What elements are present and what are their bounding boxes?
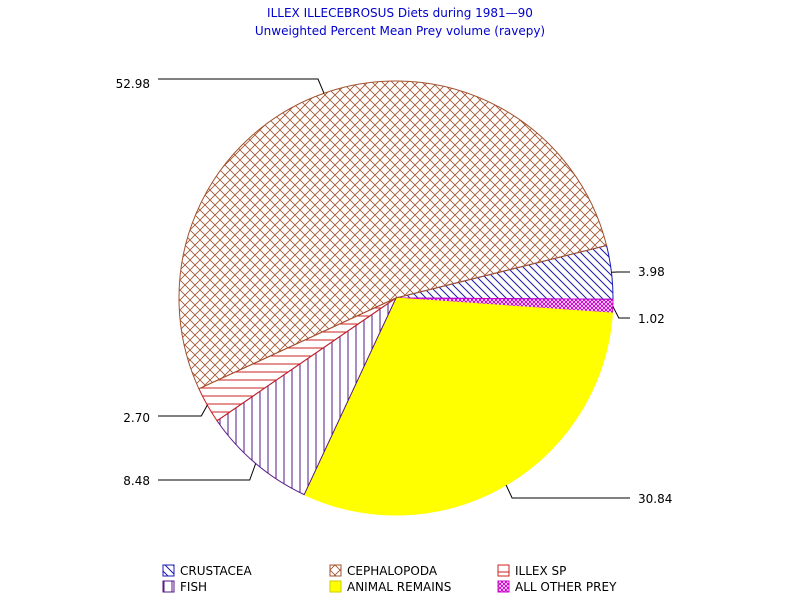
legend-swatch-fish [162,580,175,593]
legend-swatch-crustacea [162,564,175,577]
legend-item-all-other-prey: ALL OTHER PREY [497,580,617,594]
legend-label-animal-remains: ANIMAL REMAINS [347,580,451,594]
leader-line-animal-remains [505,484,630,499]
leader-line-illex-sp [158,404,208,417]
pie-leader-lines [158,78,630,499]
pie-slices [178,80,614,516]
slice-label-crustacea: 3.98 [638,265,665,279]
chart-subtitle: Unweighted Percent Mean Prey volume (rav… [255,24,545,38]
legend-label-cephalopoda: CEPHALOPODA [347,564,438,578]
legend-item-fish: FISH [162,580,207,594]
legend-item-illex-sp: ILLEX SP [497,564,566,578]
legend-swatch-cephalopoda [329,564,342,577]
leader-line-all-other-prey [612,305,630,319]
pie-slice-animal-remains [303,297,614,516]
legend-swatch-illex-sp [497,564,510,577]
slice-label-cephalopoda: 52.98 [116,77,150,91]
legend-item-cephalopoda: CEPHALOPODA [329,564,438,578]
legend-label-illex-sp: ILLEX SP [515,564,566,578]
leader-line-fish [158,463,257,481]
legend-label-fish: FISH [180,580,207,594]
legend-item-animal-remains: ANIMAL REMAINS [329,580,451,594]
legend-label-crustacea: CRUSTACEA [180,564,252,578]
legend-item-crustacea: CRUSTACEA [162,564,252,578]
slice-label-all-other-prey: 1.02 [638,312,665,326]
slice-label-fish: 8.48 [123,474,150,488]
legend-swatch-all-other-prey [497,580,510,593]
chart-title: ILLEX ILLECEBROSUS Diets during 1981—90 [267,6,533,20]
slice-label-animal-remains: 30.84 [638,492,672,506]
leader-line-cephalopoda [158,78,325,94]
pie-slice-cephalopoda [178,80,608,390]
legend: CRUSTACEA CEPHALOPODA ILLEX SP FISH ANIM… [162,564,617,594]
slice-label-illex-sp: 2.70 [123,411,150,425]
legend-label-all-other-prey: ALL OTHER PREY [515,580,617,594]
legend-swatch-animal-remains [329,580,342,593]
